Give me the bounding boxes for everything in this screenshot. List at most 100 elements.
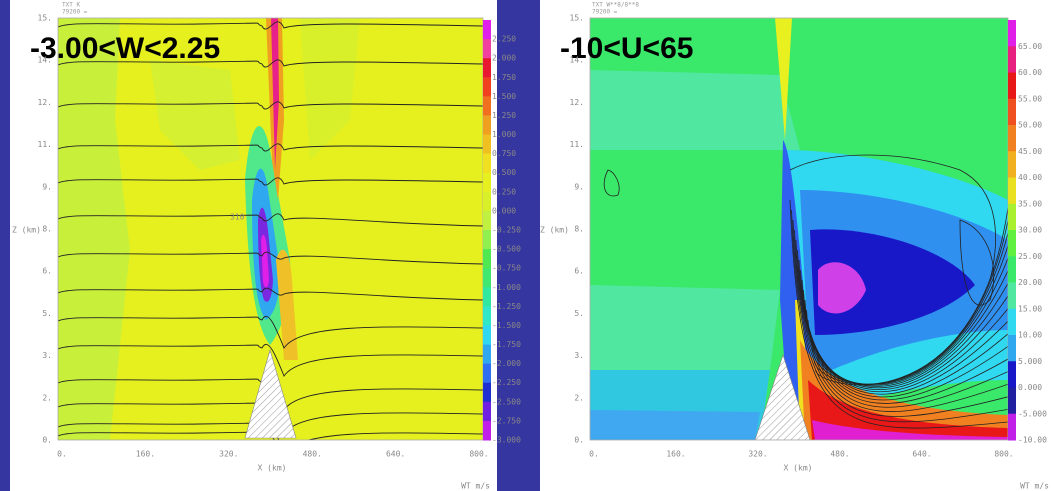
contour-line (804, 295, 1008, 390)
colorbar-label: -0.500 (492, 245, 521, 254)
colorbar-swatch (483, 134, 491, 155)
y-tick-label: 11. (570, 140, 584, 149)
units: WT m/s (1020, 482, 1049, 491)
x-tick-label: 320. (748, 450, 767, 459)
colorbar-swatch (483, 96, 491, 116)
colorbar-label: 1.750 (492, 73, 516, 82)
field-patch (300, 18, 360, 160)
colorbar-label: 0.250 (492, 187, 516, 196)
y-tick-label: 2. (42, 393, 52, 402)
colorbar-label: 5.000 (1018, 357, 1042, 366)
y-tick-label: 11. (38, 140, 52, 149)
y-tick-label: 15. (38, 14, 52, 23)
header: TXT W**8/8**8 (592, 2, 639, 9)
contour-line (58, 59, 483, 68)
colorbar-swatch (1008, 20, 1016, 47)
colorbar-label: -1.000 (492, 283, 521, 292)
colorbar-swatch (483, 210, 491, 231)
colorbar-label: 25.00 (1018, 252, 1042, 261)
y-tick-label: 6. (42, 267, 52, 276)
colorbar-label: -2.000 (492, 359, 521, 368)
colorbar-swatch (1008, 203, 1016, 231)
colorbar-swatch (1008, 98, 1016, 126)
colorbar-label: 55.00 (1018, 94, 1042, 103)
contour-line (58, 287, 483, 301)
field-anomaly (261, 234, 269, 288)
x-tick-label: 320. (219, 450, 238, 459)
y-tick-label: 6. (574, 267, 584, 276)
colorbar-swatch (483, 172, 491, 193)
field-left (58, 18, 483, 440)
field-band (780, 140, 830, 440)
colorbar-swatch (1008, 413, 1016, 441)
x-tick-label: 160. (666, 450, 685, 459)
contour-line (812, 232, 1008, 385)
y-tick-label: 12. (38, 98, 52, 107)
colorbar-label: -0.250 (492, 226, 521, 235)
colorbar-swatch (1008, 46, 1016, 73)
colorbar-swatch (483, 420, 491, 441)
contour-line (794, 229, 1008, 412)
colorbar-swatch (1008, 282, 1016, 310)
colorbar-swatch (483, 382, 491, 403)
x-tick-label: 160. (136, 450, 155, 459)
colorbar-label: 35.00 (1018, 199, 1042, 208)
field-patch (150, 60, 240, 170)
colorbar: 2.250 2.000 1.750 1.500 1.250 1.000 0.750 0.500… (483, 20, 521, 445)
contour-line (959, 219, 995, 306)
colorbar-swatch (483, 268, 491, 288)
colorbar-swatch (483, 287, 491, 307)
colorbar-swatch (483, 39, 491, 59)
colorbar-label: 10.00 (1018, 331, 1042, 340)
x-tick-label: 640. (912, 450, 931, 459)
contour-line (58, 143, 483, 152)
x-axis-label: X (km) (258, 464, 287, 473)
contour-line (58, 177, 483, 186)
colorbar-swatch (1008, 387, 1016, 415)
contour-line (58, 21, 483, 30)
y-tick-label: 9. (42, 182, 52, 191)
y-tick-label: 14. (38, 56, 52, 65)
contour-line (58, 344, 483, 377)
colorbar-swatch (1008, 177, 1016, 205)
colorbar-label: 30.00 (1018, 226, 1042, 235)
contour-line (797, 249, 1008, 404)
y-tick-label: 0. (574, 436, 584, 445)
colorbar-label: 2.250 (492, 35, 516, 44)
colorbar-label: 0.000 (1018, 383, 1042, 392)
colorbar-swatch (483, 153, 491, 174)
y-tick-label: 3. (42, 351, 52, 360)
contour-line (58, 251, 483, 265)
contour-line (806, 283, 1008, 389)
header: TXT K (62, 2, 80, 9)
field-band (590, 410, 760, 440)
header: 79200 = (62, 9, 88, 16)
field-anomaly (276, 249, 298, 360)
colorbar-swatch (483, 20, 491, 40)
y-tick-label: 3. (574, 351, 584, 360)
colorbar-label: 20.00 (1018, 278, 1042, 287)
y-tick-label: 14. (570, 56, 584, 65)
colorbar-label: 45.00 (1018, 147, 1042, 156)
colorbar-label: -2.250 (492, 378, 521, 387)
units: WT m/s (461, 482, 490, 491)
colorbar-swatch (1008, 335, 1016, 362)
colorbar-label: 60.00 (1018, 68, 1042, 77)
colorbar-label: 1.500 (492, 92, 516, 101)
y-tick-label: 0. (42, 436, 52, 445)
colorbar-label: 1.250 (492, 111, 516, 120)
y-axis-label: Z (km) (540, 226, 569, 235)
colorbar-swatch (1008, 230, 1016, 257)
field-band (590, 70, 800, 150)
field-band (812, 420, 1008, 440)
x-tick-label: 480. (303, 450, 322, 459)
contour-line (58, 101, 483, 110)
contour-line (810, 245, 1008, 385)
field-blob (818, 262, 866, 314)
colorbar-label: -0.750 (492, 264, 521, 273)
colorbar-label: 65.00 (1018, 42, 1042, 51)
colorbar-label: -5.000 (1018, 409, 1047, 418)
y-axis-label: Z (km) (12, 226, 41, 235)
y-tick-label: 9. (574, 182, 584, 191)
